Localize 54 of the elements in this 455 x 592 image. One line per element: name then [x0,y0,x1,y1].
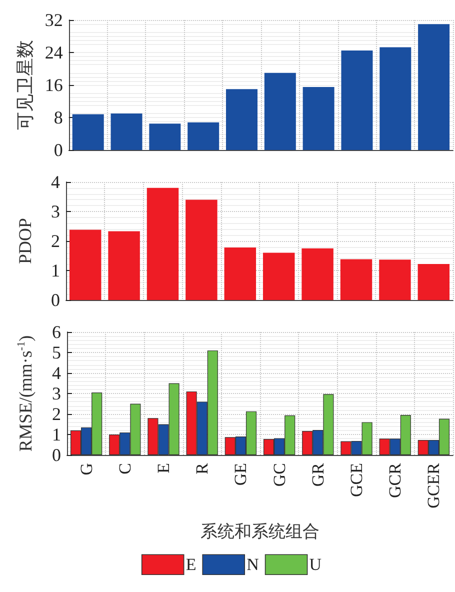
y-tick-label: 4 [52,363,61,383]
y-axis-title: 可见卫星数 [15,40,35,130]
bar [146,188,179,300]
legend-label: E [186,555,196,574]
x-tick-label: GC [270,463,289,487]
x-tick-label: GR [308,462,328,487]
y-tick-label: 4 [51,172,60,192]
y-tick-label: 2 [51,231,60,251]
y-tick-label: 8 [54,108,63,128]
y-tick-label: 32 [44,10,63,30]
bar [186,200,218,300]
y-tick-label: 3 [51,202,60,222]
bar [226,89,258,150]
x-tick-label: GCE [347,463,366,497]
y-tick-label: 1 [52,424,61,444]
bar [379,260,411,300]
y-tick-label: 5 [52,342,61,362]
bar [108,231,140,300]
x-tick-label: GCER [424,462,444,508]
y-axis-title: PDOP [15,218,35,264]
y-tick-label: 0 [54,140,63,160]
bar [110,113,142,150]
legend-label: U [309,555,322,574]
bar [341,50,373,150]
bar [149,124,181,150]
bar [72,114,104,150]
y-tick-label: 3 [52,384,61,404]
legend-label: N [246,555,259,574]
x-axis-title: 系统和系统组合 [200,522,320,541]
y-tick-label: 2 [52,404,61,424]
y-tick-label: 0 [52,445,61,465]
bar [188,122,220,150]
x-tick-label: G [76,463,96,476]
bar [69,230,102,300]
bar [340,259,372,300]
bar [380,47,412,150]
x-tick-label: E [154,463,173,474]
bar [418,24,450,150]
bar [262,252,295,300]
x-tick-label: GCR [386,462,405,498]
x-tick-label: C [115,463,134,474]
bar [264,72,296,150]
y-tick-label: 6 [52,322,61,342]
bar [302,87,334,150]
y-tick-label: 24 [44,42,63,62]
bar [302,248,334,300]
bar [418,264,450,300]
bar [224,247,256,300]
x-tick-label: R [192,462,212,474]
y-tick-label: 16 [44,75,63,95]
x-tick-label: GE [231,463,250,486]
y-axis-title: RMSE/(mm·s-1) [16,335,36,452]
y-tick-label: 1 [51,260,60,280]
y-tick-label: 0 [51,290,60,310]
